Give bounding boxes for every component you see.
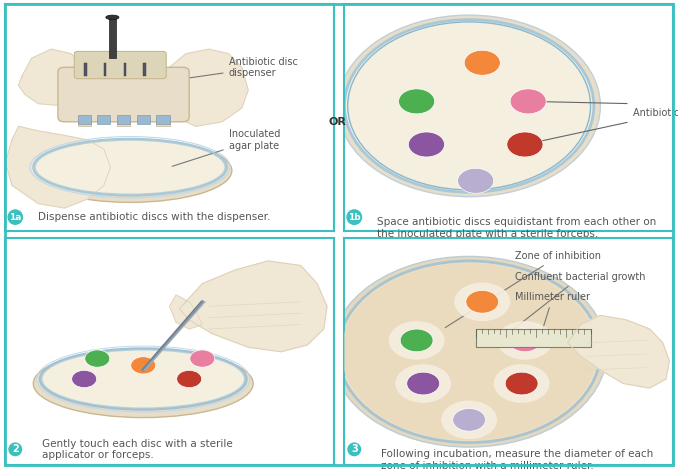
Text: 1b: 1b — [348, 212, 361, 222]
Text: Space antibiotic discs equidistant from each other on
the inoculated plate with : Space antibiotic discs equidistant from … — [377, 217, 656, 239]
Circle shape — [494, 364, 549, 403]
Circle shape — [338, 261, 601, 443]
Ellipse shape — [41, 349, 245, 408]
Circle shape — [408, 132, 445, 157]
Circle shape — [332, 257, 607, 447]
Text: 3: 3 — [351, 444, 357, 454]
Polygon shape — [157, 49, 248, 126]
FancyBboxPatch shape — [58, 68, 189, 122]
Polygon shape — [170, 295, 202, 329]
Circle shape — [453, 408, 485, 431]
Text: Zone of inhibition: Zone of inhibition — [445, 251, 601, 327]
Text: Antibiotic discs: Antibiotic discs — [633, 108, 678, 118]
Bar — [123, 63, 126, 76]
Circle shape — [338, 15, 601, 197]
Circle shape — [388, 321, 445, 360]
Bar — [143, 63, 146, 76]
Ellipse shape — [106, 15, 119, 20]
FancyBboxPatch shape — [75, 52, 166, 79]
Bar — [137, 115, 150, 124]
Text: Antibiotic disc
dispenser: Antibiotic disc dispenser — [140, 56, 298, 85]
Circle shape — [341, 263, 597, 440]
Circle shape — [407, 372, 439, 395]
Polygon shape — [5, 126, 111, 208]
Circle shape — [454, 282, 510, 321]
Bar — [108, 17, 116, 58]
Circle shape — [458, 168, 494, 193]
Text: Following incubation, measure the diameter of each
zone of inhibition with a mil: Following incubation, measure the diamet… — [380, 449, 653, 469]
Bar — [117, 115, 130, 124]
Circle shape — [508, 329, 541, 352]
Bar — [77, 115, 91, 124]
Circle shape — [507, 132, 543, 157]
Circle shape — [464, 50, 500, 75]
Circle shape — [395, 364, 451, 403]
Text: Gently touch each disc with a sterile
applicator or forceps.: Gently touch each disc with a sterile ap… — [41, 439, 233, 460]
Text: Millimeter ruler: Millimeter ruler — [515, 292, 590, 331]
Ellipse shape — [28, 139, 232, 203]
Text: 1a: 1a — [9, 212, 22, 222]
Ellipse shape — [35, 140, 225, 195]
Text: Inoculated
agar plate: Inoculated agar plate — [172, 129, 280, 166]
Circle shape — [399, 89, 435, 114]
Ellipse shape — [33, 349, 253, 417]
Bar — [117, 113, 130, 126]
Bar — [157, 115, 170, 124]
Circle shape — [344, 20, 594, 192]
Polygon shape — [18, 49, 91, 106]
Circle shape — [400, 329, 433, 352]
Circle shape — [441, 401, 497, 439]
Bar — [157, 113, 170, 126]
FancyBboxPatch shape — [476, 329, 591, 347]
Circle shape — [466, 290, 498, 313]
Text: OR: OR — [328, 117, 346, 127]
Text: Confluent bacterial growth: Confluent bacterial growth — [504, 272, 645, 336]
Text: Dispense antibiotic discs with the dispenser.: Dispense antibiotic discs with the dispe… — [38, 212, 271, 222]
Circle shape — [190, 350, 215, 367]
Circle shape — [510, 89, 546, 114]
Bar — [77, 113, 91, 126]
Polygon shape — [567, 316, 669, 388]
Bar — [104, 63, 106, 76]
Text: 2: 2 — [12, 444, 18, 454]
Circle shape — [497, 321, 553, 360]
Polygon shape — [180, 261, 327, 352]
Bar — [98, 115, 111, 124]
Circle shape — [85, 350, 110, 367]
Circle shape — [177, 371, 201, 387]
Circle shape — [72, 371, 97, 387]
Circle shape — [505, 372, 538, 395]
Bar — [84, 63, 87, 76]
Circle shape — [131, 357, 156, 374]
